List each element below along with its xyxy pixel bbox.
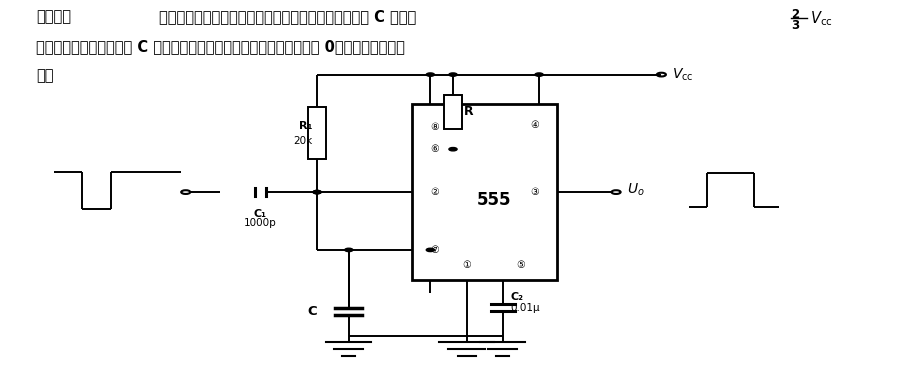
Text: 555: 555	[477, 191, 511, 209]
Text: 1000p: 1000p	[244, 218, 277, 228]
Text: 电路如图: 电路如图	[36, 9, 72, 24]
Circle shape	[426, 248, 435, 252]
Text: R: R	[464, 106, 474, 118]
Text: ⑥: ⑥	[430, 144, 439, 154]
Text: ③: ③	[530, 187, 539, 197]
Circle shape	[344, 248, 353, 252]
Text: ⑦: ⑦	[430, 245, 439, 255]
Text: ②: ②	[430, 187, 439, 197]
Text: ⑧: ⑧	[430, 122, 439, 132]
Text: ①: ①	[462, 260, 471, 270]
Text: C₂: C₂	[510, 292, 523, 302]
Circle shape	[535, 73, 543, 76]
Text: 3: 3	[791, 19, 799, 32]
Text: $V_{\rm cc}$: $V_{\rm cc}$	[672, 66, 694, 83]
Text: 0.01μ: 0.01μ	[510, 303, 540, 313]
Bar	[308, 107, 326, 159]
Text: 时，单稳电路复位，电容 C 通过内部电路的放电开关管放电，输出端为 0，电路进入稳定状: 时，单稳电路复位，电容 C 通过内部电路的放电开关管放电，输出端为 0，电路进入…	[36, 39, 405, 54]
Bar	[412, 104, 557, 280]
Circle shape	[313, 190, 321, 194]
Circle shape	[449, 147, 457, 151]
Text: C: C	[307, 305, 317, 318]
Text: C₁: C₁	[254, 209, 267, 219]
Text: R₁: R₁	[299, 121, 313, 131]
Text: 2: 2	[791, 8, 799, 21]
Text: 所示。电源接通后，电路有一个稳态建立过程，当电容 C 充电至: 所示。电源接通后，电路有一个稳态建立过程，当电容 C 充电至	[159, 9, 416, 24]
Text: $U_o$: $U_o$	[627, 182, 645, 198]
Text: 20k: 20k	[294, 136, 313, 146]
Text: $V_{\rm cc}$: $V_{\rm cc}$	[810, 9, 833, 28]
Bar	[444, 95, 462, 129]
Text: 态。: 态。	[36, 68, 53, 83]
Circle shape	[449, 73, 457, 76]
Text: ④: ④	[530, 120, 539, 130]
Text: ⑤: ⑤	[516, 260, 525, 270]
Circle shape	[426, 73, 435, 76]
Circle shape	[313, 190, 321, 194]
